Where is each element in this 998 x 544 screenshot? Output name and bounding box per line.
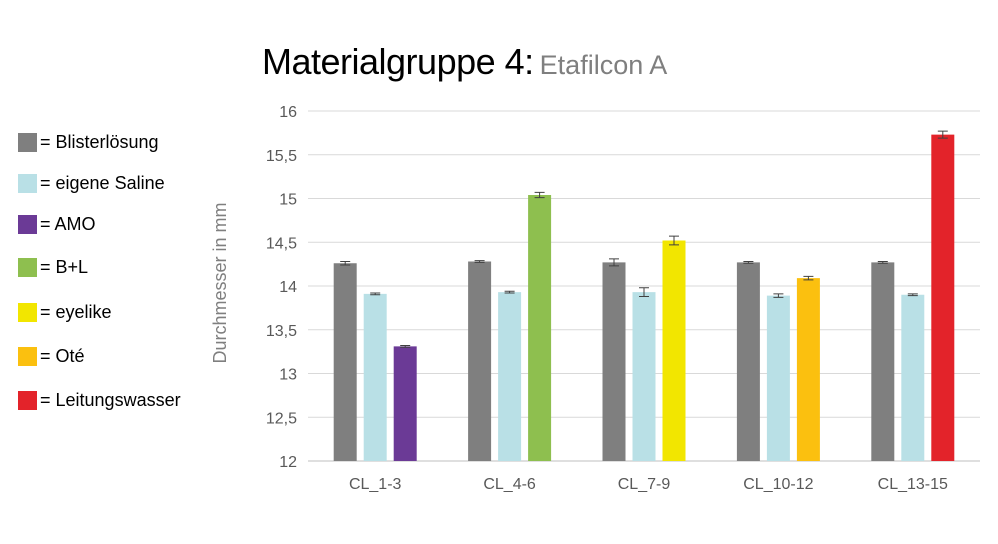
bar xyxy=(766,295,790,461)
legend-swatch xyxy=(18,390,37,410)
x-tick-label: CL_7-9 xyxy=(618,476,671,493)
legend-item: = Oté xyxy=(18,344,85,368)
bar xyxy=(632,292,656,461)
chart-title-sub: Etafilcon A xyxy=(539,50,668,80)
y-tick-label: 14,5 xyxy=(266,235,297,252)
legend-label: = Leitungswasser xyxy=(40,389,181,410)
bar xyxy=(901,294,925,461)
y-tick-label: 12 xyxy=(279,454,297,471)
y-tick-label: 16 xyxy=(279,104,297,121)
chart-title: Materialgruppe 4: Etafilcon A xyxy=(262,44,667,80)
legend-swatch xyxy=(18,257,37,277)
legend-label: = eyelike xyxy=(40,301,112,322)
legend-item: = B+L xyxy=(18,255,88,279)
bar xyxy=(528,195,552,461)
bar xyxy=(333,263,357,461)
legend-swatch xyxy=(18,346,37,366)
legend-label: = eigene Saline xyxy=(40,172,165,193)
legend-label: = AMO xyxy=(40,213,96,234)
bar xyxy=(736,262,760,461)
legend-swatch xyxy=(18,173,37,193)
x-tick-label: CL_4-6 xyxy=(483,476,536,493)
y-tick-label: 15,5 xyxy=(266,148,297,165)
chart-title-main: Materialgruppe 4: xyxy=(262,41,534,82)
legend-item: = eyelike xyxy=(18,300,112,324)
y-tick-label: 13,5 xyxy=(266,323,297,340)
legend-label: = Blisterlösung xyxy=(40,131,159,152)
bar xyxy=(662,240,686,461)
x-tick-label: CL_13-15 xyxy=(878,476,948,493)
bar xyxy=(393,346,417,461)
y-tick-label: 15 xyxy=(279,192,297,209)
bar xyxy=(871,262,895,461)
y-tick-label: 14 xyxy=(279,279,297,296)
y-axis-label: Durchmesser in mm xyxy=(210,202,230,363)
legend-item: = AMO xyxy=(18,212,96,236)
legend-swatch xyxy=(18,214,37,234)
y-tick-label: 12,5 xyxy=(266,410,297,427)
legend-item: = Leitungswasser xyxy=(18,388,181,412)
legend-swatch xyxy=(18,302,37,322)
legend-label: = Oté xyxy=(40,345,85,366)
bar xyxy=(363,293,387,461)
x-tick-label: CL_10-12 xyxy=(743,476,813,493)
y-tick-label: 13 xyxy=(279,367,297,384)
x-tick-label: CL_1-3 xyxy=(349,476,402,493)
bar xyxy=(468,261,492,461)
legend-label: = B+L xyxy=(40,256,89,277)
legend-item: = Blisterlösung xyxy=(18,130,159,154)
bar xyxy=(498,292,522,461)
legend-item: = eigene Saline xyxy=(18,171,165,195)
bar xyxy=(796,278,820,461)
bar xyxy=(602,262,626,461)
legend-swatch xyxy=(18,132,37,152)
bar xyxy=(931,134,955,461)
